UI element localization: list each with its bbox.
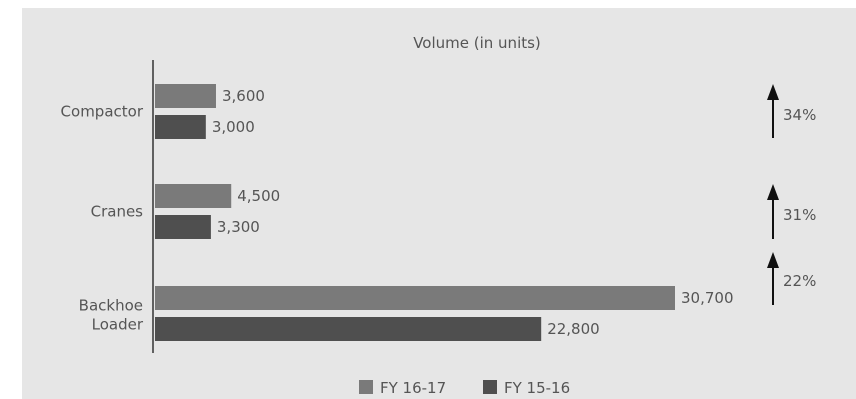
bar-fy-15-16 — [155, 115, 206, 139]
legend: FY 16-17 FY 15-16 — [359, 379, 570, 397]
legend-label: FY 16-17 — [380, 379, 446, 397]
legend-swatch — [359, 380, 373, 394]
chart-title: Volume (in units) — [413, 34, 541, 52]
bar-fy-15-16 — [155, 317, 542, 341]
legend-swatch — [483, 380, 497, 394]
value-label: 3,300 — [217, 218, 260, 236]
category-label: Backhoe Loader — [79, 297, 144, 334]
up-arrow-icon — [767, 252, 779, 305]
value-label: 4,500 — [237, 187, 280, 205]
value-labels: 3,600 3,000 4,500 3,300 30,700 22,800 — [212, 87, 734, 338]
value-label: 3,600 — [222, 87, 265, 105]
legend-label: FY 15-16 — [504, 379, 570, 397]
growth-label: 22% — [783, 272, 816, 290]
bars — [155, 84, 675, 341]
value-label: 30,700 — [681, 289, 734, 307]
bar-fy-15-16 — [155, 215, 211, 239]
category-label: Compactor — [61, 103, 144, 121]
chart-panel: Volume (in units) Compactor Cranes Backhoe… — [22, 8, 856, 399]
bar-fy-16-17 — [155, 184, 232, 208]
bar-fy-16-17 — [155, 84, 216, 108]
growth-indicators: 34% 31% 22% — [767, 84, 816, 305]
growth-label: 34% — [783, 106, 816, 124]
bar-fy-16-17 — [155, 286, 675, 310]
value-label: 22,800 — [547, 320, 600, 338]
growth-label: 31% — [783, 206, 816, 224]
up-arrow-icon — [767, 184, 779, 239]
category-label: Cranes — [91, 203, 144, 221]
bar-chart: Volume (in units) Compactor Cranes Backhoe… — [61, 34, 817, 397]
category-labels: Compactor Cranes Backhoe Loader — [61, 103, 144, 334]
up-arrow-icon — [767, 84, 779, 138]
value-label: 3,000 — [212, 118, 255, 136]
